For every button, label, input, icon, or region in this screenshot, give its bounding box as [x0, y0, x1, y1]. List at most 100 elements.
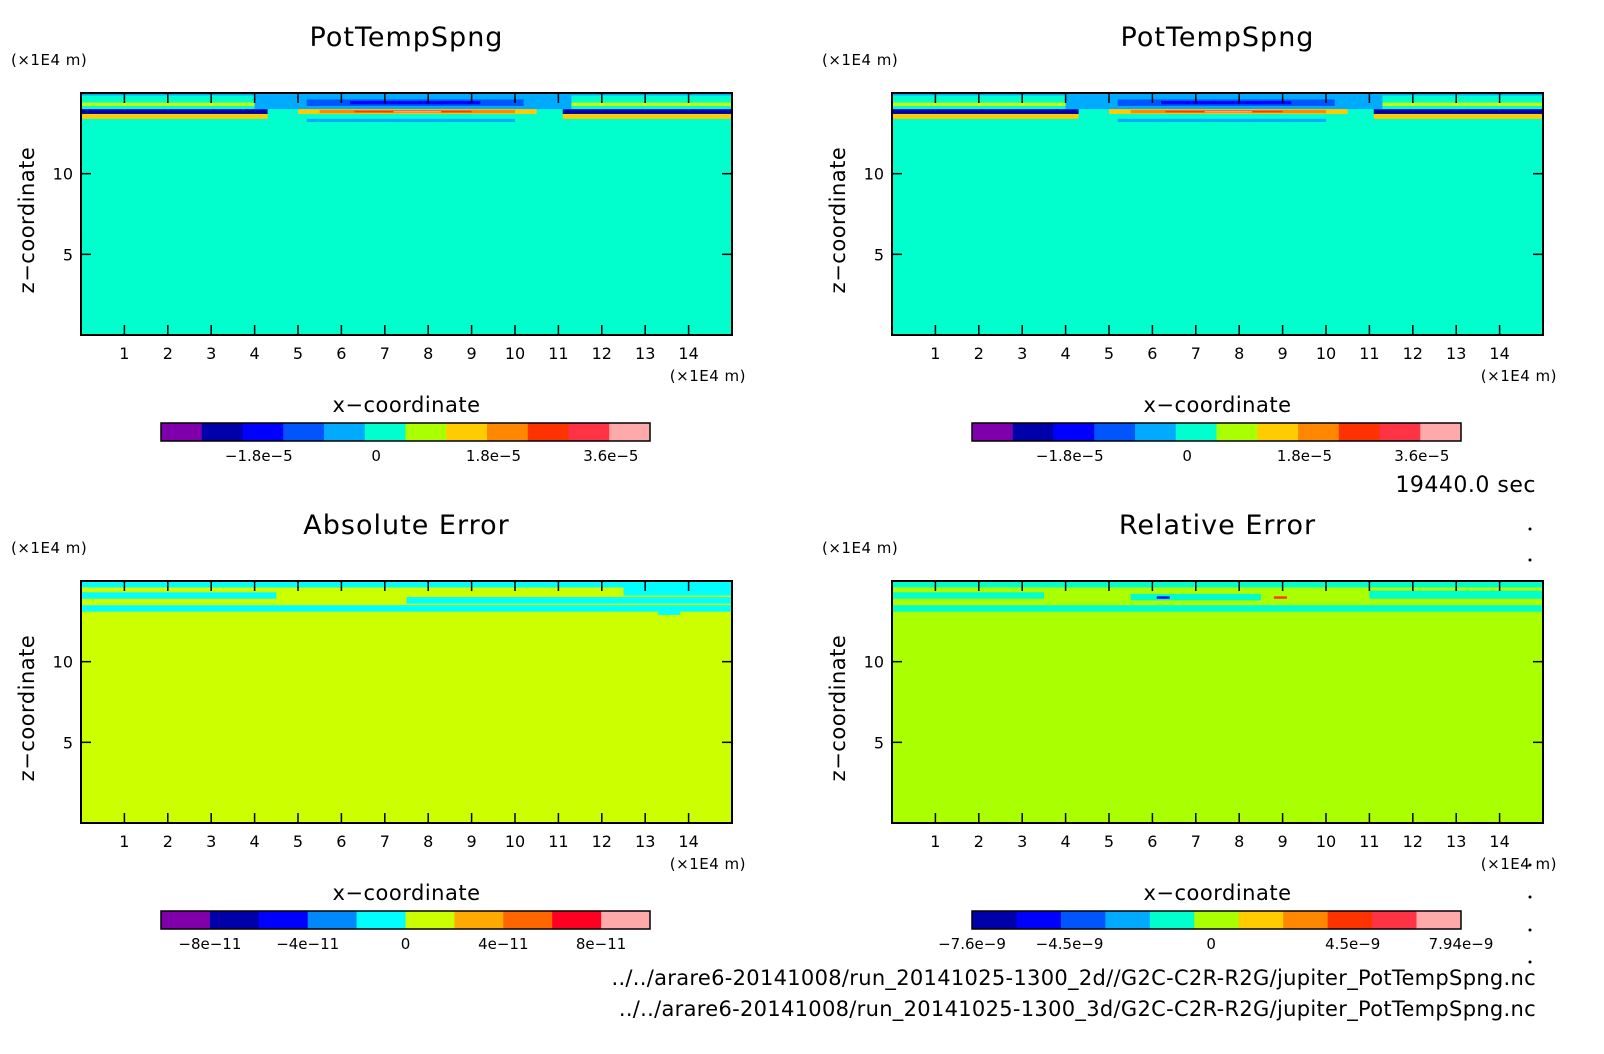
contour-band: [350, 101, 481, 105]
colorbar: −8e−11 −4e−11 0 4e−11 8e−11: [160, 910, 651, 953]
x-tick-label: 10: [1316, 344, 1336, 363]
x-tick-label: 13: [1446, 832, 1466, 851]
file-path-2d: ../../arare6-20141008/run_20141025-1300_…: [611, 966, 1536, 991]
contour-band: [1369, 590, 1543, 599]
y-unit-label: (×1E4 m): [11, 539, 87, 557]
contour-band: [892, 113, 1079, 119]
colorbar-segment: [1053, 423, 1095, 441]
colorbar-segment: [527, 423, 569, 441]
x-tick-label: 4: [250, 344, 260, 363]
colorbar-label: 4.5e−9: [1325, 935, 1380, 953]
field-background: [892, 581, 1543, 823]
colorbar-segment: [1135, 423, 1177, 441]
x-tick-label: 11: [1359, 344, 1379, 363]
colorbar-segment: [201, 423, 243, 441]
x-axis-label: x−coordinate: [1143, 393, 1291, 417]
colorbar-label: 0: [1206, 935, 1216, 953]
x-tick-label: 1: [930, 344, 940, 363]
x-tick-label: 1: [119, 832, 129, 851]
colorbar-segment: [307, 911, 358, 929]
contour-band: [393, 111, 442, 113]
contour-band: [1373, 113, 1543, 119]
colorbar-segment: [454, 911, 504, 929]
field-background: [81, 581, 732, 823]
colorbar-segment: [364, 423, 406, 441]
x-tick-label: 5: [1104, 832, 1114, 851]
contour-band: [81, 592, 277, 599]
x-tick-label: 3: [1017, 344, 1027, 363]
colorbar-segment: [405, 423, 447, 441]
y-unit-label: (×1E4 m): [822, 51, 898, 69]
contour-band: [1373, 109, 1543, 114]
x-tick-label: 3: [1017, 832, 1027, 851]
x-tick-label: 1: [119, 344, 129, 363]
colorbar-segment: [1372, 911, 1418, 929]
contour-band: [81, 605, 732, 612]
x-tick-label: 14: [678, 832, 698, 851]
colorbar-segment: [161, 911, 211, 929]
colorbar-segment: [1416, 911, 1462, 929]
colorbar-segment: [1257, 423, 1299, 441]
x-tick-label: 6: [1147, 832, 1157, 851]
plot-frame: [80, 92, 733, 336]
colorbar: −1.8e−5 0 1.8e−5 3.6e−5: [971, 422, 1462, 465]
chart-title: Relative Error: [1119, 510, 1316, 541]
colorbar-segment: [503, 911, 553, 929]
x-unit-label: (×1E4 m): [670, 855, 746, 873]
colorbar-label: −1.8e−5: [1036, 447, 1104, 465]
x-tick-label: 2: [974, 832, 984, 851]
panel-pottemp-2d: PotTempSpng(×1E4 m)1 2 3 4 5 6 7 8 9 10 11 12 13 1451…: [11, 22, 746, 465]
chart-title: PotTempSpng: [310, 22, 504, 53]
colorbar-label: 0: [1182, 447, 1192, 465]
y-tick-label: 5: [874, 733, 884, 752]
x-tick-label: 1: [930, 832, 940, 851]
contour-band: [892, 605, 1543, 612]
x-tick-label: 7: [380, 344, 390, 363]
colorbar-label: 0: [401, 935, 411, 953]
colorbar-segment: [1298, 423, 1340, 441]
colorbar-segment: [972, 423, 1014, 441]
x-tick-label: 5: [293, 832, 303, 851]
field-background: [81, 93, 732, 335]
colorbar-segment: [324, 423, 366, 441]
x-tick-label: 12: [1403, 832, 1423, 851]
colorbar-segment: [1194, 911, 1240, 929]
contour-band: [623, 587, 732, 596]
y-tick-label: 5: [63, 245, 73, 264]
colorbar-segment: [1016, 911, 1062, 929]
colorbar-segment: [487, 423, 529, 441]
colorbar-segment: [209, 911, 260, 929]
y-axis-label: z−coordinate: [15, 147, 39, 294]
field-background: [892, 93, 1543, 335]
x-tick-label: 9: [467, 832, 477, 851]
decorative-dots: [1528, 527, 1532, 964]
x-axis-label: x−coordinate: [332, 393, 480, 417]
colorbar-segment: [1094, 423, 1136, 441]
contour-band: [892, 93, 1543, 96]
contour-band: [892, 581, 1543, 588]
colorbar: −1.8e−5 0 1.8e−5 3.6e−5: [160, 422, 651, 465]
x-tick-label: 12: [1403, 344, 1423, 363]
x-tick-label: 6: [336, 344, 346, 363]
contour-band: [892, 592, 1044, 599]
contour-band: [81, 109, 268, 114]
contour-band: [81, 93, 732, 96]
y-axis-label: z−coordinate: [826, 147, 850, 294]
colorbar-segment: [446, 423, 488, 441]
x-tick-label: 10: [1316, 832, 1336, 851]
x-axis-label: x−coordinate: [332, 881, 480, 905]
x-tick-label: 14: [1489, 344, 1509, 363]
colorbar-frame: [971, 910, 1462, 930]
contour-band: [1273, 596, 1287, 599]
colorbar-frame: [160, 422, 651, 442]
file-path-3d: ../../arare6-20141008/run_20141025-1300_…: [619, 997, 1536, 1022]
x-unit-label: (×1E4 m): [670, 367, 746, 385]
x-tick-label: 2: [163, 344, 173, 363]
x-tick-label: 4: [1061, 832, 1071, 851]
x-tick-label: 13: [635, 832, 655, 851]
y-tick-label: 10: [53, 653, 73, 672]
y-tick-label: 10: [864, 165, 884, 184]
x-tick-label: 13: [1446, 344, 1466, 363]
y-unit-label: (×1E4 m): [822, 539, 898, 557]
contour-band: [562, 113, 732, 119]
